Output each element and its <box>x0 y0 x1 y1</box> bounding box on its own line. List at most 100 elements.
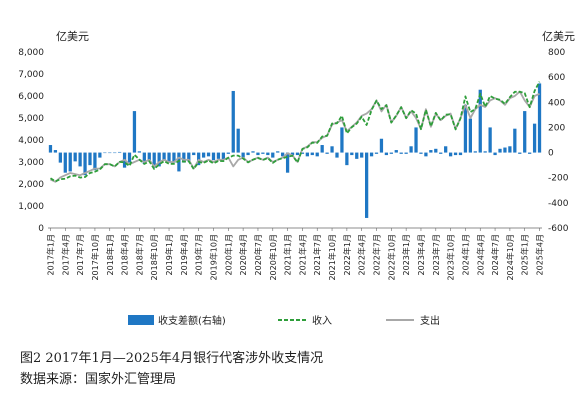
balance-bar <box>478 89 482 153</box>
x-tick-label: 2017年7月 <box>75 234 85 275</box>
right-tick-label: 400 <box>548 98 565 108</box>
balance-bar <box>211 152 216 161</box>
figure-caption: 图2 2017年1月—2025年4月银行代客涉外收支情况 <box>20 351 324 366</box>
balance-bar <box>419 152 423 154</box>
balance-bar <box>453 152 458 156</box>
x-tick-label: 2023年10月 <box>446 234 456 281</box>
x-tick-label: 2021年1月 <box>283 234 293 275</box>
x-tick-label: 2023年7月 <box>431 234 441 275</box>
income-line <box>50 81 541 183</box>
balance-bar <box>246 152 250 156</box>
x-tick-label: 2023年4月 <box>416 234 426 275</box>
balance-bar <box>325 152 329 154</box>
balance-bar <box>167 152 171 163</box>
balance-bar <box>532 123 537 153</box>
balance-bar <box>394 150 398 153</box>
left-axis-unit: 亿美元 <box>56 30 89 43</box>
balance-bar <box>439 152 443 154</box>
balance-bar <box>355 152 359 159</box>
combo-chart: 亿美元 亿美元 0 1,000 2,000 3,000 4,000 5,000 6,000 7,0… <box>18 30 575 327</box>
balance-bar <box>221 152 226 161</box>
balance-bar <box>226 152 230 154</box>
left-tick-label: 6,000 <box>18 92 44 102</box>
left-tick-label: 5,000 <box>18 114 44 124</box>
balance-bar <box>463 104 468 153</box>
x-tick-label: 2018年1月 <box>105 234 115 275</box>
right-tick-label: -600 <box>548 224 569 234</box>
balance-bar <box>197 152 201 166</box>
balance-bar <box>364 152 369 218</box>
legend-balance-label: 收支差额(右轴) <box>158 314 226 327</box>
balance-bar <box>251 151 255 153</box>
balance-bar <box>350 152 354 156</box>
balance-bar <box>206 152 211 157</box>
x-tick-label: 2020年4月 <box>238 234 248 275</box>
right-tick-label: 600 <box>548 73 565 83</box>
x-tick-label: 2017年4月 <box>60 234 70 275</box>
balance-bar <box>374 152 379 154</box>
balance-bar <box>192 152 196 156</box>
balance-bar <box>528 152 532 154</box>
x-tick-label: 2018年7月 <box>134 234 144 275</box>
right-tick-label: 0 <box>548 149 554 159</box>
balance-bar <box>117 151 122 153</box>
balance-bar <box>147 152 151 162</box>
balance-bar <box>73 152 77 162</box>
x-tick-label: 2021年7月 <box>312 234 322 275</box>
x-tick-label: 2020年7月 <box>253 234 263 275</box>
balance-bar <box>103 152 107 154</box>
legend-income-label: 收入 <box>312 314 332 327</box>
balance-bar <box>389 152 393 154</box>
balance-bar <box>285 152 290 173</box>
balance-bar <box>369 152 374 157</box>
balance-bar <box>93 152 97 171</box>
right-tick-label: -200 <box>548 174 569 184</box>
balance-bar <box>276 151 280 153</box>
right-tick-label: 200 <box>548 123 565 133</box>
x-tick-label: 2019年4月 <box>179 234 189 275</box>
balance-bar <box>320 145 324 153</box>
balance-bar <box>236 128 240 153</box>
balance-bar <box>152 152 156 168</box>
balance-bar <box>127 152 132 163</box>
balance-bar <box>523 111 527 153</box>
x-tick-label: 2021年4月 <box>297 234 307 275</box>
left-tick-label: 7,000 <box>18 70 44 80</box>
balance-bar <box>458 152 463 156</box>
x-tick-label: 2021年10月 <box>327 234 337 281</box>
balance-bar <box>315 152 319 157</box>
balance-bar <box>231 90 235 153</box>
x-tick-label: 2024年10月 <box>505 234 515 281</box>
x-tick-label: 2019年1月 <box>164 234 174 275</box>
balance-bar <box>182 152 186 163</box>
balance-bar <box>271 152 275 158</box>
left-tick-label: 0 <box>38 224 44 234</box>
x-tick-label: 2022年4月 <box>357 234 367 275</box>
balance-bar <box>444 146 448 153</box>
balance-bar <box>68 152 72 172</box>
balance-bar <box>295 152 300 156</box>
balance-bar <box>404 152 408 154</box>
x-tick-label: 2019年10月 <box>208 234 218 281</box>
balance-bar <box>256 152 260 156</box>
balance-bar <box>483 151 487 153</box>
x-tick-label: 2025年1月 <box>520 234 530 275</box>
balance-bar <box>132 111 137 153</box>
x-tick-label: 2022年7月 <box>372 234 382 275</box>
balance-bar <box>48 145 53 153</box>
balance-bar <box>241 152 245 158</box>
balance-bar <box>88 152 92 166</box>
left-tick-label: 4,000 <box>18 136 44 146</box>
balance-bar <box>113 152 117 154</box>
balance-bar <box>345 152 349 166</box>
balance-bar <box>498 148 502 153</box>
balance-bar <box>384 152 389 156</box>
balance-bar <box>305 152 309 157</box>
balance-bar <box>83 152 87 176</box>
balance-bar <box>142 152 146 164</box>
right-tick-label: -400 <box>548 199 569 209</box>
x-tick-label: 2018年10月 <box>149 234 159 281</box>
x-tick-label: 2018年4月 <box>120 234 130 275</box>
balance-bar <box>53 150 58 153</box>
balance-bar <box>310 152 314 156</box>
